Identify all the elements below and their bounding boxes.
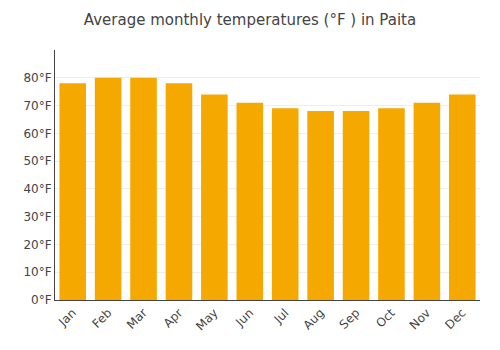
svg-text:Oct: Oct [373, 306, 398, 331]
svg-text:Average monthly temperatures (: Average monthly temperatures (°F ) in Pa… [84, 11, 416, 29]
svg-text:Jan: Jan [55, 306, 79, 330]
svg-text:10°F: 10°F [23, 265, 51, 279]
svg-text:60°F: 60°F [23, 127, 51, 141]
svg-text:Jul: Jul [271, 306, 292, 327]
svg-text:70°F: 70°F [23, 99, 51, 113]
svg-text:40°F: 40°F [23, 182, 51, 196]
svg-text:Jun: Jun [232, 306, 256, 330]
svg-text:Aug: Aug [301, 306, 327, 332]
svg-text:Nov: Nov [407, 306, 433, 332]
svg-text:Sep: Sep [337, 306, 363, 332]
svg-text:Apr: Apr [161, 306, 186, 331]
svg-text:Dec: Dec [442, 306, 468, 332]
svg-text:Feb: Feb [90, 306, 115, 331]
svg-text:Mar: Mar [124, 306, 150, 332]
svg-text:20°F: 20°F [23, 238, 51, 252]
svg-text:80°F: 80°F [23, 71, 51, 85]
svg-text:50°F: 50°F [23, 154, 51, 168]
svg-text:30°F: 30°F [23, 210, 51, 224]
svg-text:May: May [193, 306, 220, 333]
svg-text:0°F: 0°F [31, 293, 52, 307]
